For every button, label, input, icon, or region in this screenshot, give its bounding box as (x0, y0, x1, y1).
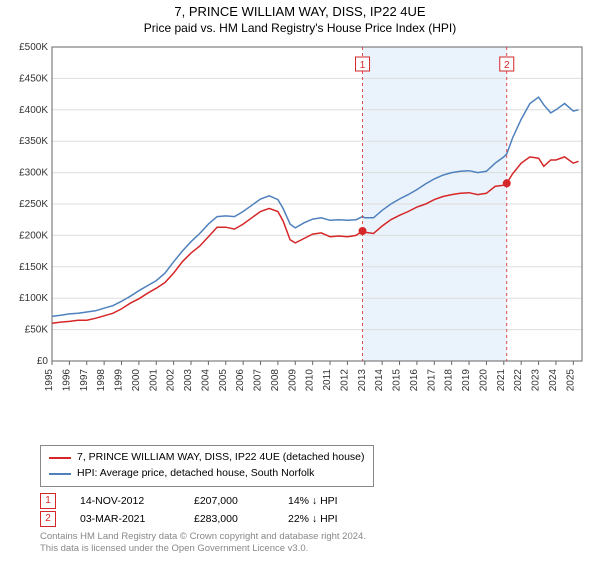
svg-text:2020: 2020 (478, 369, 489, 392)
svg-text:2011: 2011 (322, 369, 333, 391)
svg-text:1995: 1995 (44, 369, 55, 392)
event-price: £283,000 (194, 513, 264, 525)
svg-text:2003: 2003 (183, 369, 194, 392)
event-row: 1 14-NOV-2012 £207,000 14% ↓ HPI (40, 493, 590, 509)
legend-label: 7, PRINCE WILLIAM WAY, DISS, IP22 4UE (d… (77, 450, 365, 466)
svg-text:2015: 2015 (392, 369, 403, 392)
svg-text:£400K: £400K (19, 105, 48, 116)
attribution-line: This data is licensed under the Open Gov… (40, 543, 590, 555)
svg-text:2001: 2001 (148, 369, 159, 392)
svg-text:2013: 2013 (357, 369, 368, 392)
svg-text:2024: 2024 (548, 369, 559, 392)
svg-text:1999: 1999 (114, 369, 125, 392)
legend-label: HPI: Average price, detached house, Sout… (77, 466, 314, 482)
svg-text:2025: 2025 (565, 369, 576, 392)
event-date: 14-NOV-2012 (80, 495, 170, 507)
svg-text:1996: 1996 (61, 369, 72, 392)
svg-text:2023: 2023 (531, 369, 542, 392)
page-title: 7, PRINCE WILLIAM WAY, DISS, IP22 4UE (0, 4, 600, 19)
svg-text:£250K: £250K (19, 199, 48, 210)
svg-text:2006: 2006 (235, 369, 246, 392)
svg-text:2016: 2016 (409, 369, 420, 392)
svg-text:2012: 2012 (339, 369, 350, 392)
event-date: 03-MAR-2021 (80, 513, 170, 525)
svg-text:£500K: £500K (19, 42, 48, 53)
svg-text:£150K: £150K (19, 262, 48, 273)
svg-text:£200K: £200K (19, 230, 48, 241)
attribution: Contains HM Land Registry data © Crown c… (40, 531, 590, 556)
svg-text:2010: 2010 (305, 369, 316, 392)
svg-text:2021: 2021 (496, 369, 507, 392)
event-diff: 22% ↓ HPI (288, 513, 378, 525)
events-table: 1 14-NOV-2012 £207,000 14% ↓ HPI 2 03-MAR-202… (40, 493, 590, 527)
svg-text:£100K: £100K (19, 293, 48, 304)
svg-text:2008: 2008 (270, 369, 281, 392)
attribution-line: Contains HM Land Registry data © Crown c… (40, 531, 590, 543)
price-chart: £0 £50K £100K £150K £200K £250K £300K £350K £400… (10, 41, 590, 441)
svg-text:2005: 2005 (218, 369, 229, 392)
svg-text:£350K: £350K (19, 136, 48, 147)
legend-swatch (49, 473, 71, 475)
svg-text:2007: 2007 (253, 369, 264, 392)
page-subtitle: Price paid vs. HM Land Registry's House … (0, 21, 600, 35)
legend: 7, PRINCE WILLIAM WAY, DISS, IP22 4UE (d… (40, 445, 590, 487)
event-price: £207,000 (194, 495, 264, 507)
legend-item: 7, PRINCE WILLIAM WAY, DISS, IP22 4UE (d… (49, 450, 365, 466)
svg-text:1: 1 (360, 60, 366, 71)
svg-text:2019: 2019 (461, 369, 472, 392)
event-badge: 2 (40, 511, 56, 527)
event-badge: 1 (40, 493, 56, 509)
svg-text:1998: 1998 (96, 369, 107, 392)
event-diff: 14% ↓ HPI (288, 495, 378, 507)
svg-text:2009: 2009 (287, 369, 298, 392)
event-row: 2 03-MAR-2021 £283,000 22% ↓ HPI (40, 511, 590, 527)
legend-item: HPI: Average price, detached house, Sout… (49, 466, 365, 482)
svg-text:1997: 1997 (79, 369, 90, 392)
svg-text:£50K: £50K (25, 325, 49, 336)
legend-swatch (49, 457, 71, 459)
svg-text:2000: 2000 (131, 369, 142, 392)
svg-text:£0: £0 (37, 356, 49, 367)
svg-text:2018: 2018 (444, 369, 455, 392)
svg-text:2002: 2002 (166, 369, 177, 392)
svg-text:2022: 2022 (513, 369, 524, 392)
svg-text:2014: 2014 (374, 369, 385, 392)
svg-text:2004: 2004 (200, 369, 211, 392)
svg-text:£450K: £450K (19, 73, 48, 84)
chart-svg: £0 £50K £100K £150K £200K £250K £300K £350K £400… (10, 41, 590, 411)
svg-text:2: 2 (504, 60, 510, 71)
svg-text:2017: 2017 (426, 369, 437, 392)
svg-text:£300K: £300K (19, 168, 48, 179)
